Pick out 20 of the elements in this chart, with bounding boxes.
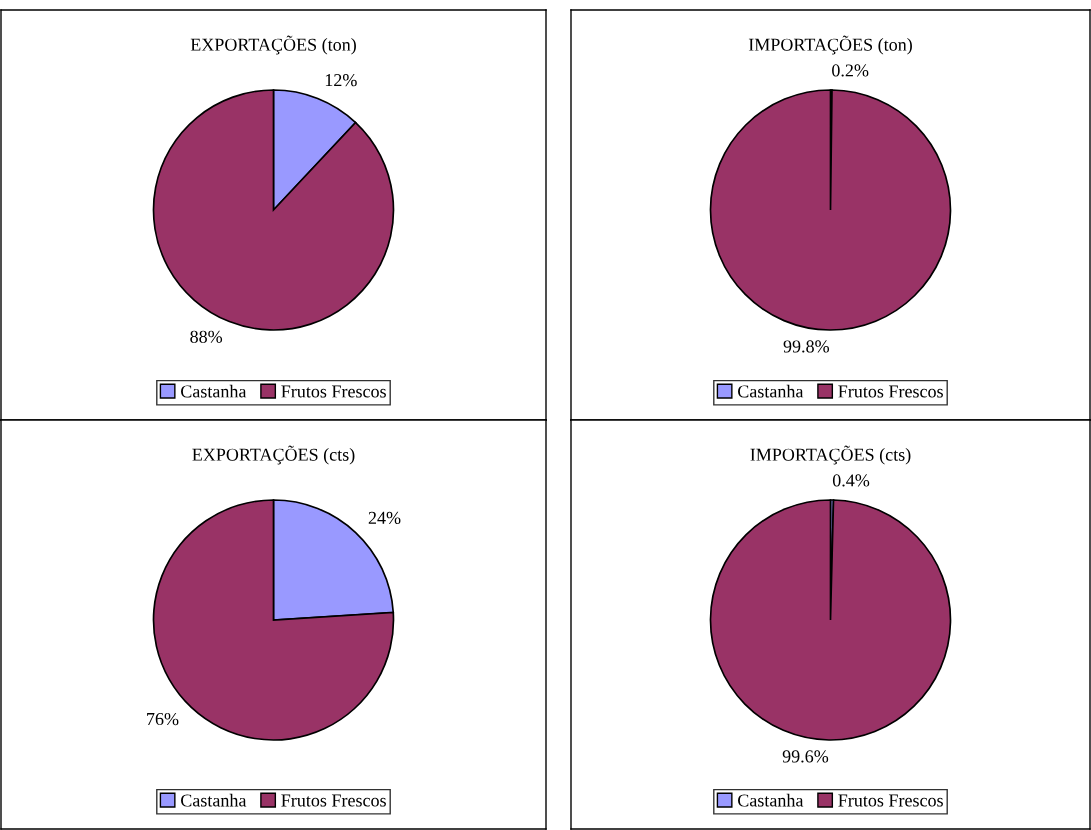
chart-title: EXPORTAÇÕES (ton): [190, 35, 356, 55]
data-label: 88%: [190, 330, 223, 343]
legend-label: Castanha: [738, 793, 804, 807]
data-label: 0.4%: [832, 474, 870, 487]
chart-title: EXPORTAÇÕES (cts): [192, 445, 355, 465]
chart-title: IMPORTAÇÕES (cts): [750, 445, 911, 465]
data-label: 99.8%: [783, 340, 830, 353]
legend-label: Frutos Frescos: [281, 385, 386, 398]
legend-label: Frutos Frescos: [838, 794, 943, 807]
data-label: 0.2%: [832, 64, 869, 77]
data-label: 99.6%: [782, 750, 829, 763]
legend-label: Castanha: [181, 384, 247, 398]
legend-label: Frutos Frescos: [838, 385, 943, 398]
data-label: 24%: [368, 511, 401, 524]
legend-label: Frutos Frescos: [281, 794, 386, 807]
legend-label: Castanha: [738, 384, 804, 398]
data-label: 76%: [147, 712, 179, 726]
chart-title: IMPORTAÇÕES (ton): [748, 35, 912, 55]
data-label: 12%: [325, 74, 357, 87]
legend-label: Castanha: [181, 793, 247, 807]
